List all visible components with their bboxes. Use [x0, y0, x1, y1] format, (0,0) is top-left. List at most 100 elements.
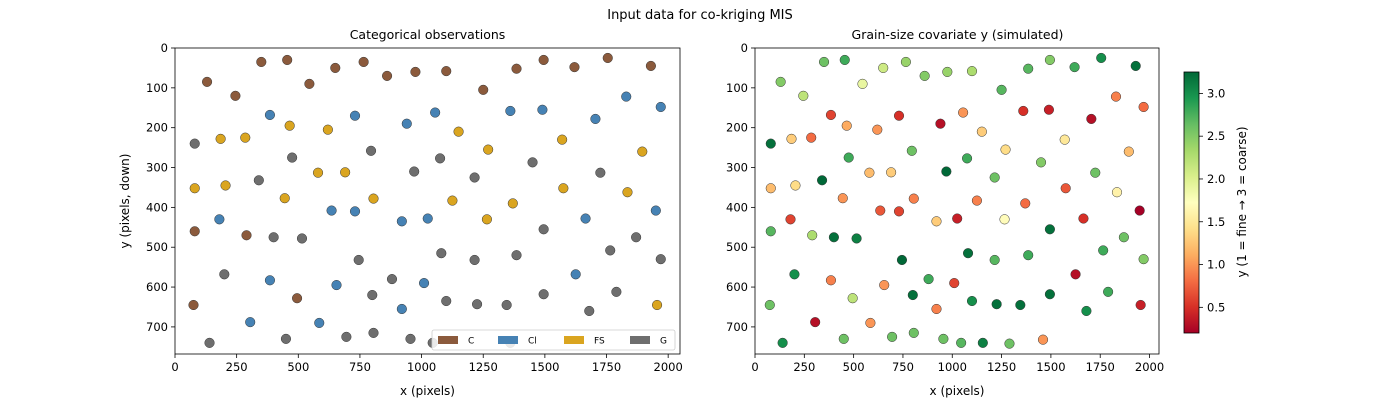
point-c — [410, 66, 421, 77]
point-cl — [537, 104, 548, 115]
point-g — [296, 233, 308, 244]
point-g — [469, 172, 480, 183]
right-x-axis-label: x (pixels) — [930, 384, 985, 398]
grain-size-point — [806, 132, 817, 143]
grain-size-point — [1111, 187, 1123, 198]
point-c — [189, 226, 200, 237]
point-g — [472, 299, 483, 310]
point-fs — [189, 183, 200, 194]
right-y-tick-label: 200 — [726, 121, 748, 135]
point-fs — [558, 183, 569, 194]
grain-size-point — [1020, 198, 1031, 209]
point-fs — [483, 144, 494, 155]
colorbar-tick-label: 0.5 — [1207, 300, 1225, 314]
grain-size-point — [789, 269, 800, 280]
legend-label-g: G — [660, 337, 667, 347]
point-c — [202, 76, 213, 87]
point-c — [441, 66, 452, 77]
grain-size-point — [935, 118, 946, 129]
grain-size-point — [966, 295, 978, 307]
grain-size-point — [1098, 245, 1109, 256]
left-x-tick-label: 0 — [171, 360, 178, 374]
grain-size-point — [996, 84, 1007, 95]
point-fs — [215, 133, 226, 144]
grain-size-point — [962, 248, 974, 259]
point-cl — [396, 216, 407, 227]
grain-size-point — [777, 337, 788, 348]
grain-size-point — [908, 193, 919, 204]
grain-size-point — [966, 66, 978, 77]
grain-size-point — [1070, 269, 1081, 280]
grain-size-point — [857, 78, 868, 89]
grain-size-point — [798, 90, 809, 101]
grain-size-point — [825, 275, 836, 286]
grain-size-point — [765, 138, 776, 149]
right-y-tick-label: 100 — [726, 81, 748, 95]
point-c — [645, 60, 656, 71]
point-fs — [322, 124, 333, 135]
point-g — [538, 289, 549, 300]
grain-size-point — [962, 153, 973, 164]
point-g — [469, 254, 480, 266]
point-fs — [652, 299, 663, 311]
left-x-tick-label: 500 — [287, 360, 309, 374]
point-cl — [326, 205, 337, 216]
grain-size-point — [1103, 286, 1114, 297]
grain-size-point — [958, 107, 969, 118]
grain-size-point — [907, 289, 918, 301]
grain-size-point — [919, 70, 930, 81]
grain-size-point — [1138, 101, 1149, 113]
grain-size-point — [810, 317, 821, 328]
point-c — [188, 299, 199, 311]
grain-size-point — [764, 299, 775, 311]
point-g — [386, 274, 398, 285]
figure-title: Input data for co-kriging MIS — [607, 8, 793, 23]
colorbar-ticks: 0.5 1.0 1.5 2.0 2.5 3.0 — [1199, 86, 1225, 314]
grain-size-point — [1081, 305, 1092, 317]
grain-size-point — [843, 152, 854, 163]
point-g — [595, 167, 606, 178]
right-axes-ticks: 0 250 500 750 1000 1250 1500 1750 2000 0 100 200 300… — [726, 41, 1164, 374]
point-g — [353, 254, 364, 266]
grain-size-point — [841, 120, 852, 131]
grain-size-point — [864, 167, 875, 178]
legend-label-fs: FS — [594, 337, 605, 347]
point-c — [292, 293, 303, 304]
point-cl — [430, 107, 441, 118]
point-g — [436, 248, 447, 259]
grain-size-point — [1138, 254, 1149, 265]
point-fs — [279, 193, 290, 204]
grain-size-point — [1134, 205, 1145, 216]
left-scatter-points — [188, 52, 666, 348]
colorbar-tick-label: 2.0 — [1207, 172, 1225, 186]
point-fs — [447, 195, 458, 206]
right-x-tick-label: 500 — [843, 360, 865, 374]
right-panel-title: Grain-size covariate y (simulated) — [852, 27, 1064, 42]
point-cl — [264, 275, 275, 286]
grain-size-point — [775, 76, 786, 87]
grain-size-point — [875, 205, 886, 216]
grain-size-point — [1000, 144, 1011, 155]
grain-size-point — [1078, 213, 1089, 224]
point-g — [527, 157, 538, 168]
point-cl — [422, 213, 433, 224]
point-c — [358, 56, 369, 67]
grain-size-point — [785, 214, 796, 225]
grain-size-point — [837, 193, 848, 204]
point-g — [405, 333, 416, 344]
grain-size-point — [887, 331, 898, 342]
point-g — [584, 305, 595, 317]
left-x-tick-label: 750 — [349, 360, 371, 374]
right-x-tick-label: 750 — [892, 360, 914, 374]
point-c — [282, 54, 293, 66]
point-cl — [590, 113, 601, 124]
grain-size-point — [931, 303, 942, 315]
grain-size-point — [825, 109, 836, 120]
grain-size-point — [938, 333, 949, 344]
point-fs — [481, 214, 492, 225]
point-cl — [401, 118, 412, 129]
right-x-tick-label: 1250 — [987, 360, 1016, 374]
point-g — [631, 232, 642, 243]
colorbar-tick-label: 3.0 — [1207, 86, 1225, 100]
grain-size-point — [1043, 104, 1054, 115]
